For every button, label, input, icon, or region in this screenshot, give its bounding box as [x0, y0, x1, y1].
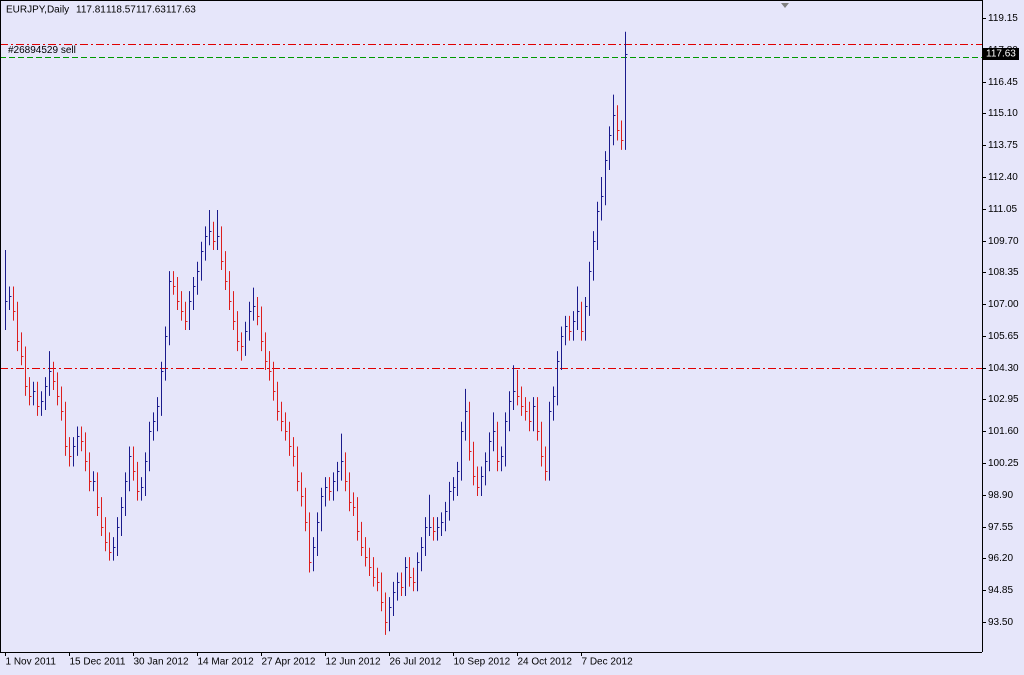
y-tick-label: 105.65 — [988, 331, 1019, 342]
level-label: #26894529 sell — [8, 45, 76, 56]
plot-area: #26894529 sell — [0, 31, 982, 635]
y-tick-label: 96.20 — [988, 553, 1013, 564]
x-tick-label: 30 Jan 2012 — [134, 657, 189, 668]
y-tick-label: 113.75 — [988, 140, 1018, 151]
y-tick-label: 108.35 — [988, 267, 1019, 278]
header-value: 118.57 — [106, 5, 136, 16]
x-tick-label: 24 Oct 2012 — [518, 657, 573, 668]
y-tick-label: 111.05 — [988, 204, 1018, 215]
x-tick-label: 14 Mar 2012 — [198, 657, 255, 668]
x-tick-label: 10 Sep 2012 — [454, 657, 511, 668]
y-tick-label: 98.90 — [988, 490, 1013, 501]
y-tick-label: 94.85 — [988, 585, 1013, 596]
y-tick-label: 109.70 — [988, 236, 1019, 247]
bid-price-box — [983, 48, 1019, 60]
x-tick-label: 1 Nov 2011 — [6, 657, 57, 668]
chart-header: EURJPY,Daily 117.81 118.57 117.63 117.63 — [6, 5, 196, 16]
x-tick-label: 12 Jun 2012 — [326, 657, 381, 668]
x-tick-label: 15 Dec 2011 — [70, 657, 126, 668]
symbol-label: EURJPY,Daily — [6, 5, 69, 16]
y-tick-label: 97.55 — [988, 522, 1013, 533]
y-tick-label: 116.45 — [988, 77, 1018, 88]
header-value: 117.81 — [76, 5, 106, 16]
chart-shift-marker — [781, 3, 789, 8]
y-tick-label: 102.95 — [988, 394, 1019, 405]
header-value: 117.63 — [136, 5, 166, 16]
y-tick-label: 119.15 — [988, 13, 1018, 24]
x-tick-label: 27 Apr 2012 — [262, 657, 316, 668]
y-tick-label: 112.40 — [988, 172, 1018, 183]
header-value: 117.63 — [166, 5, 196, 16]
y-tick-label: 101.60 — [988, 426, 1019, 437]
y-tick-label: 104.30 — [988, 363, 1019, 374]
y-tick-label: 107.00 — [988, 299, 1019, 310]
bid-price-label: 117.63 — [986, 49, 1016, 60]
y-tick-label: 100.25 — [988, 458, 1019, 469]
y-tick-label: 115.10 — [988, 108, 1018, 119]
x-tick-label: 26 Jul 2012 — [390, 657, 442, 668]
y-tick-label: 93.50 — [988, 617, 1013, 628]
x-tick-label: 7 Dec 2012 — [582, 657, 634, 668]
